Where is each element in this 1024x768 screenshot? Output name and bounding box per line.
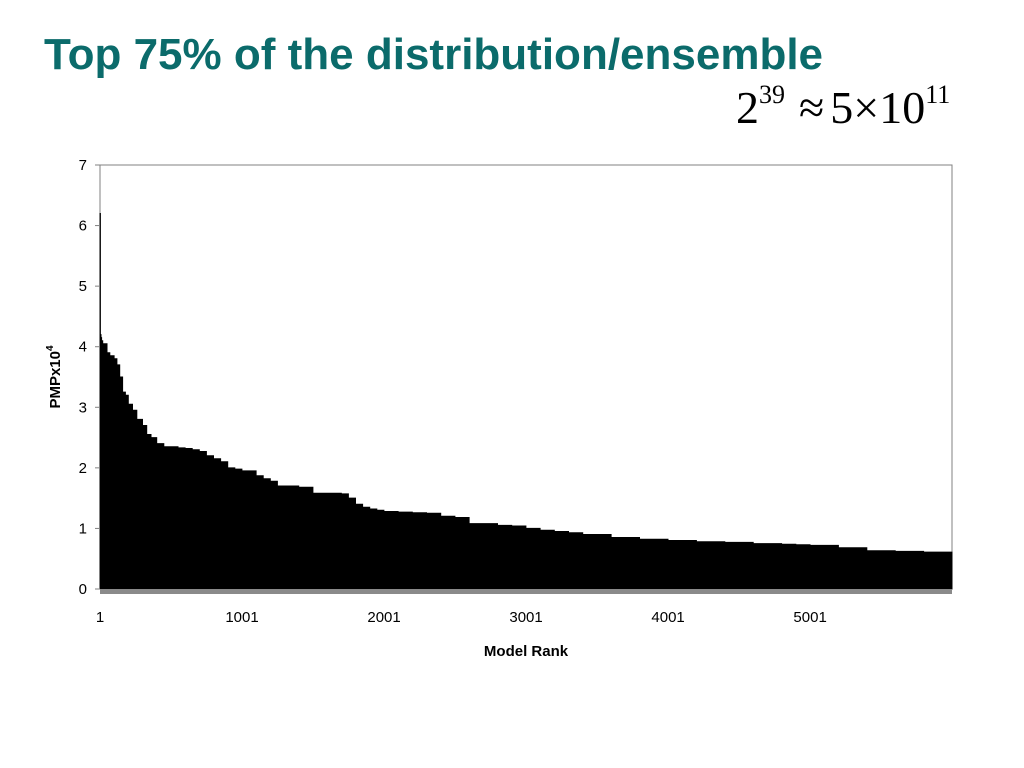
- y-tick-label: 3: [79, 399, 87, 416]
- y-axis-title-text: PMPx10: [47, 351, 64, 409]
- x-tick-label: 4001: [651, 609, 684, 626]
- formula-base-exponent: 39: [759, 80, 785, 109]
- formula-base: 2: [736, 82, 759, 133]
- x-axis-tick-band: [100, 589, 952, 594]
- y-tick-label: 2: [79, 460, 87, 477]
- y-axis-title: PMPx104: [45, 345, 64, 409]
- x-tick-label: 5001: [793, 609, 826, 626]
- x-tick-label: 1001: [225, 609, 258, 626]
- slide-title: Top 75% of the distribution/ensemble: [44, 30, 824, 79]
- x-tick-label: 1: [96, 609, 104, 626]
- y-tick-label: 1: [79, 520, 87, 537]
- y-axis-title-superscript: 4: [45, 345, 56, 351]
- formula-mantissa: 5×10: [830, 82, 926, 133]
- x-axis-title: Model Rank: [484, 643, 569, 660]
- y-tick-label: 6: [79, 218, 87, 235]
- formula: 239 ≈5×1011: [736, 82, 950, 131]
- formula-approx-sign: ≈: [799, 82, 825, 133]
- y-tick-label: 7: [79, 157, 87, 174]
- formula-mantissa-exponent: 11: [925, 80, 951, 109]
- x-tick-label: 2001: [367, 609, 400, 626]
- x-tick-label: 3001: [509, 609, 542, 626]
- series-area: [99, 213, 953, 590]
- y-tick-label: 5: [79, 278, 87, 295]
- y-tick-label: 0: [79, 581, 87, 598]
- y-tick-label: 4: [79, 339, 87, 356]
